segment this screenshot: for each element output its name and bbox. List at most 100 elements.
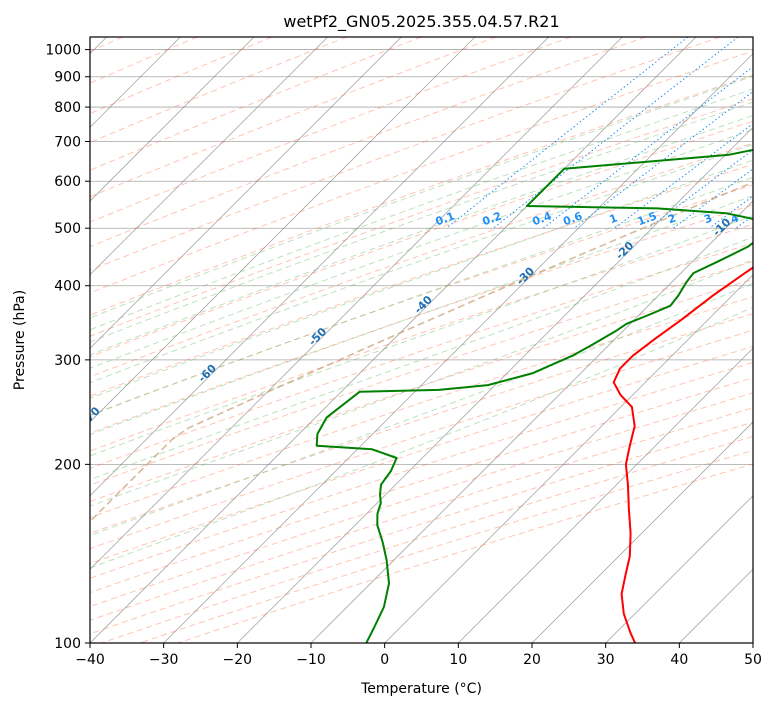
mixing-ratio-line	[542, 65, 753, 229]
dry-adiabat	[90, 329, 753, 550]
y-tick-label: 900	[54, 70, 81, 86]
y-tick-label: 400	[54, 279, 81, 295]
y-tick-label: 600	[54, 174, 81, 190]
dry-adiabat	[90, 242, 753, 469]
x-tick-label: −40	[75, 652, 105, 668]
x-tick-label: 30	[597, 652, 615, 668]
isotherm	[237, 126, 753, 643]
dry-adiabat	[90, 37, 646, 248]
isotherm	[90, 37, 328, 276]
isotherm	[384, 274, 753, 643]
dry-adiabat-label: -40	[412, 293, 435, 316]
standard-atmosphere-line	[90, 181, 753, 523]
dry-adiabat-label: -20	[613, 239, 636, 262]
x-tick-label: 50	[744, 652, 762, 668]
dry-adiabat	[90, 98, 753, 337]
mixing-ratio-label: 0.6	[561, 209, 584, 228]
dry-adiabat	[90, 37, 497, 198]
x-tick-label: 40	[670, 652, 688, 668]
plot-frame	[89, 36, 754, 644]
moist-adiabat	[90, 75, 753, 319]
isotherm	[90, 37, 402, 349]
isotherm	[458, 347, 753, 643]
mixing-ratio-label: 6	[768, 211, 775, 226]
dry-adiabat	[90, 37, 571, 223]
mixing-ratio-label: 1.5	[636, 209, 659, 228]
dry-adiabat-label: -60	[196, 361, 219, 384]
dry-adiabat	[90, 184, 753, 416]
x-tick-label: 10	[449, 652, 467, 668]
mixing-ratio-label: 2	[666, 212, 678, 227]
mixing-ratio-line	[573, 90, 753, 229]
moist-adiabat	[90, 215, 753, 457]
moist-adiabat	[90, 282, 753, 537]
isotherm	[310, 200, 753, 643]
y-tick-label: 800	[54, 100, 81, 116]
dry-adiabat	[90, 407, 753, 621]
dry-adiabat	[90, 377, 753, 594]
x-tick-label: −10	[296, 652, 326, 668]
dry-adiabat	[90, 37, 721, 271]
y-tick-label: 100	[54, 636, 81, 652]
x-tick-label: −20	[223, 652, 253, 668]
dry-adiabat	[90, 50, 753, 294]
y-tick-label: 300	[54, 353, 81, 369]
mixing-ratio-label: 4	[729, 211, 741, 226]
dry-adiabat-lines	[90, 37, 753, 643]
moist-adiabat-lines	[90, 75, 753, 569]
dry-adiabat	[90, 313, 753, 534]
y-axis-label: Pressure (hPa)	[12, 290, 28, 390]
dry-adiabat	[90, 392, 753, 608]
x-axis-ticks: −40 −30 −20 −10 0 10 20 30 40 50	[75, 643, 762, 668]
dry-adiabat	[90, 37, 422, 171]
isotherm	[90, 37, 623, 570]
dewpoint-line	[315, 148, 753, 643]
isotherm	[679, 568, 753, 643]
y-axis-ticks: 100 200 300 400 500 600 700 800 900 1000	[45, 43, 90, 652]
moist-adiabat	[90, 128, 753, 369]
x-axis-label: Temperature (°C)	[360, 681, 482, 697]
dry-adiabat-label: -30	[514, 264, 537, 287]
isotherm	[90, 37, 697, 643]
dry-adiabat	[177, 463, 753, 643]
y-tick-label: 700	[54, 134, 81, 150]
plot-area: -100-90-80-70-60-50-40-30-20-10010203040…	[90, 37, 775, 643]
moist-adiabat	[90, 195, 753, 436]
chart-title: wetPf2_GN05.2025.355.04.57.R21	[283, 12, 559, 32]
isotherm	[90, 37, 549, 497]
mixing-ratio-lines	[445, 37, 753, 229]
x-tick-label: 0	[380, 652, 389, 668]
dry-adiabat	[90, 345, 753, 565]
dry-adiabat	[90, 260, 753, 486]
mixing-ratio-line	[614, 122, 753, 229]
mixing-ratio-label: 0.1	[434, 209, 457, 228]
isotherm	[90, 37, 476, 423]
mixing-ratio-label: 1	[608, 212, 620, 227]
isotherm	[531, 421, 753, 643]
dry-adiabat	[90, 204, 753, 434]
isotherm	[163, 53, 753, 643]
isotherm	[605, 495, 753, 643]
dry-adiabat	[90, 37, 273, 115]
y-tick-label: 500	[54, 221, 81, 237]
mixing-ratio-label: 0.2	[481, 209, 504, 228]
pressure-gridlines	[90, 49, 753, 643]
standard-atmosphere	[90, 181, 753, 523]
isotherm	[90, 37, 255, 202]
dry-adiabat	[90, 278, 753, 503]
dry-adiabat	[90, 74, 753, 316]
dry-adiabat	[90, 163, 753, 397]
isotherm-lines	[90, 37, 753, 643]
dry-adiabat	[90, 142, 753, 378]
y-tick-label: 200	[54, 457, 81, 473]
profile-series	[315, 148, 753, 643]
moist-adiabat	[90, 259, 753, 507]
dry-adiabat	[90, 296, 753, 519]
dry-adiabat	[90, 361, 753, 579]
x-tick-label: 20	[523, 652, 541, 668]
y-tick-label: 1000	[45, 43, 81, 59]
mixing-ratio-label: 3	[702, 212, 714, 227]
dry-adiabat	[90, 120, 753, 358]
dry-adiabat	[90, 37, 347, 144]
